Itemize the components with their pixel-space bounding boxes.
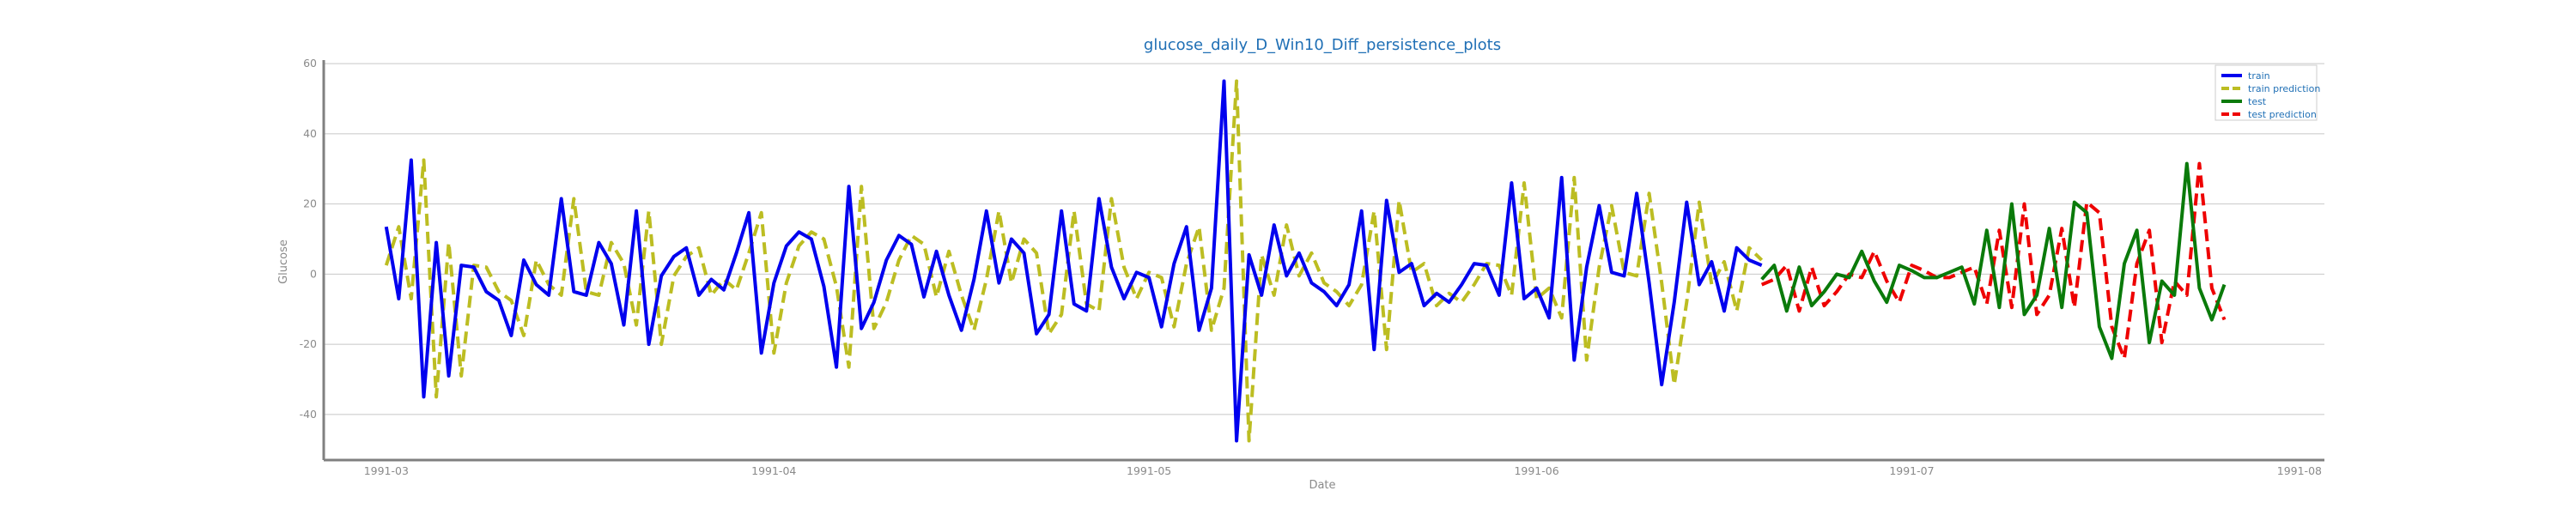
series-line-train — [384, 79, 1763, 443]
x-tick-label: 1991-03 — [364, 464, 409, 477]
x-tick-label: 1991-04 — [751, 464, 796, 477]
x-axis-label: Date — [1309, 479, 1335, 492]
y-tick-label: -20 — [300, 337, 317, 350]
x-tick-label: 1991-05 — [1127, 464, 1171, 477]
y-axis-label: Glucose — [277, 239, 290, 284]
legend-label: test prediction — [2248, 109, 2317, 120]
tick-labels: -40 -20 0 20 40 60 1991-03 1991-04 1991-05 1991-0… — [300, 57, 2322, 477]
legend-label: train — [2248, 70, 2270, 82]
series-line-train-prediction — [384, 79, 1764, 443]
grid-lines — [324, 63, 2324, 415]
chart-title: glucose_daily_D_Win10_Diff_persistence_p… — [1144, 36, 1501, 54]
series-lines — [384, 79, 2227, 443]
x-tick-label: 1991-08 — [2277, 464, 2322, 477]
x-tick-label: 1991-06 — [1514, 464, 1558, 477]
x-tick-label: 1991-07 — [1889, 464, 1934, 477]
y-tick-label: 60 — [303, 57, 317, 70]
y-tick-label: 40 — [303, 127, 317, 140]
axes — [322, 60, 2324, 462]
y-tick-label: 0 — [310, 267, 317, 280]
y-tick-label: 20 — [303, 197, 317, 210]
series-line-test — [1760, 161, 2227, 360]
legend-label: train prediction — [2248, 83, 2320, 94]
y-tick-label: -40 — [300, 408, 317, 421]
legend-label: test — [2248, 96, 2267, 107]
